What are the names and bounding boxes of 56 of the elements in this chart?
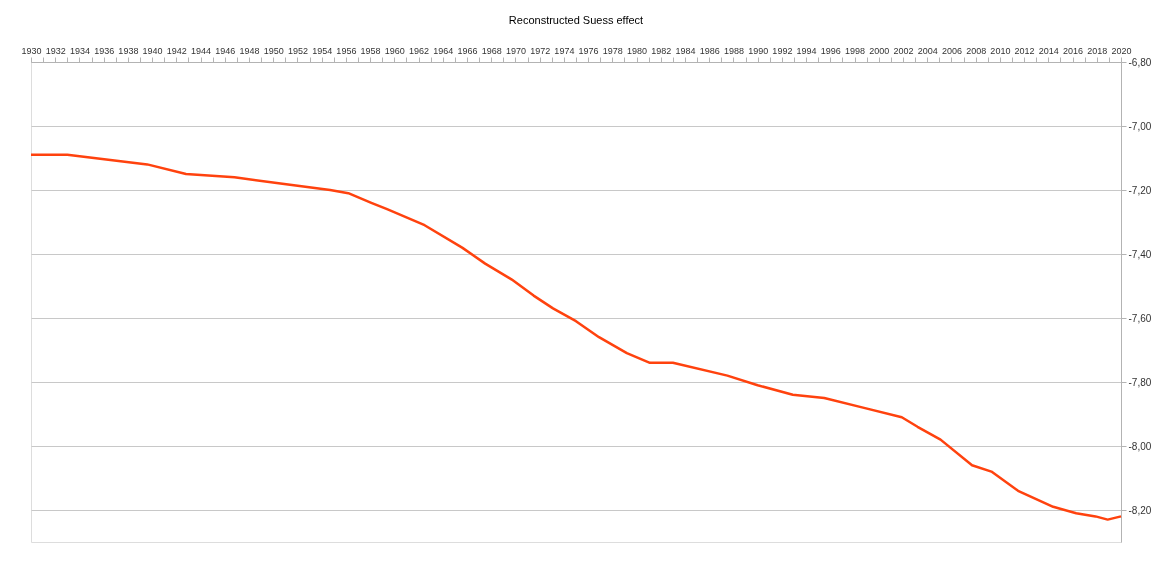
x-tick-label: 1962 <box>409 45 430 56</box>
x-tick-label: 1942 <box>166 45 187 56</box>
x-tick-label: 1982 <box>651 45 672 56</box>
x-tick-label: 1980 <box>627 45 648 56</box>
x-tick-label: 1946 <box>215 45 236 56</box>
x-tick-label: 1970 <box>505 45 526 56</box>
chart-title: Reconstructed Suess effect <box>508 14 644 26</box>
x-tick-label: 2014 <box>1038 45 1059 56</box>
x-tick-label: 1986 <box>699 45 720 56</box>
y-tick-label: -7,40 <box>1128 248 1152 260</box>
x-tick-label: 2006 <box>941 45 962 56</box>
x-tick-label: 1992 <box>772 45 793 56</box>
x-tick-label: 1966 <box>457 45 478 56</box>
x-tick-label: 1954 <box>312 45 333 56</box>
y-tick-label: -7,20 <box>1128 184 1152 196</box>
x-tick-label: 2000 <box>869 45 890 56</box>
x-tick-label: 1998 <box>845 45 866 56</box>
x-tick-label: 2016 <box>1063 45 1084 56</box>
y-tick-label: -6,80 <box>1128 56 1152 68</box>
x-tick-label: 1936 <box>94 45 115 56</box>
x-tick-label: 1984 <box>675 45 696 56</box>
y-tick-label: -7,60 <box>1128 312 1152 324</box>
x-tick-label: 2002 <box>893 45 914 56</box>
x-tick-label: 1938 <box>118 45 139 56</box>
y-tick-label: -7,00 <box>1128 120 1152 132</box>
x-tick-label: 1932 <box>45 45 66 56</box>
x-tick-label: 2020 <box>1111 45 1132 56</box>
y-tick-label: -8,20 <box>1128 504 1152 516</box>
x-tick-label: 1972 <box>530 45 551 56</box>
x-tick-label: 1974 <box>554 45 575 56</box>
x-tick-label: 1996 <box>820 45 841 56</box>
y-tick-label: -8,00 <box>1128 440 1152 452</box>
x-tick-label: 1956 <box>336 45 357 56</box>
x-tick-label: 1968 <box>481 45 502 56</box>
x-tick-label: 1994 <box>796 45 817 56</box>
x-tick-label: 2008 <box>966 45 987 56</box>
x-tick-label: 1952 <box>287 45 308 56</box>
line-series <box>29 153 1123 521</box>
y-tick-label: -7,80 <box>1128 376 1152 388</box>
x-tick-label: 1964 <box>433 45 454 56</box>
x-tick-label: 1948 <box>239 45 260 56</box>
x-tick-label: 1976 <box>578 45 599 56</box>
x-tick-label: 1940 <box>142 45 163 56</box>
x-tick-label: 1988 <box>723 45 744 56</box>
x-tick-label: 2010 <box>990 45 1011 56</box>
x-tick-label: 1950 <box>263 45 284 56</box>
x-tick-label: 1978 <box>602 45 623 56</box>
x-tick-label: 1960 <box>384 45 405 56</box>
x-tick-label: 1934 <box>69 45 90 56</box>
x-tick-label: 1930 <box>21 45 42 56</box>
x-tick-label: 2018 <box>1087 45 1108 56</box>
x-tick-label: 1990 <box>748 45 769 56</box>
x-tick-label: 2012 <box>1014 45 1035 56</box>
x-tick-label: 1944 <box>191 45 212 56</box>
x-tick-label: 1958 <box>360 45 381 56</box>
x-tick-label: 2004 <box>917 45 938 56</box>
